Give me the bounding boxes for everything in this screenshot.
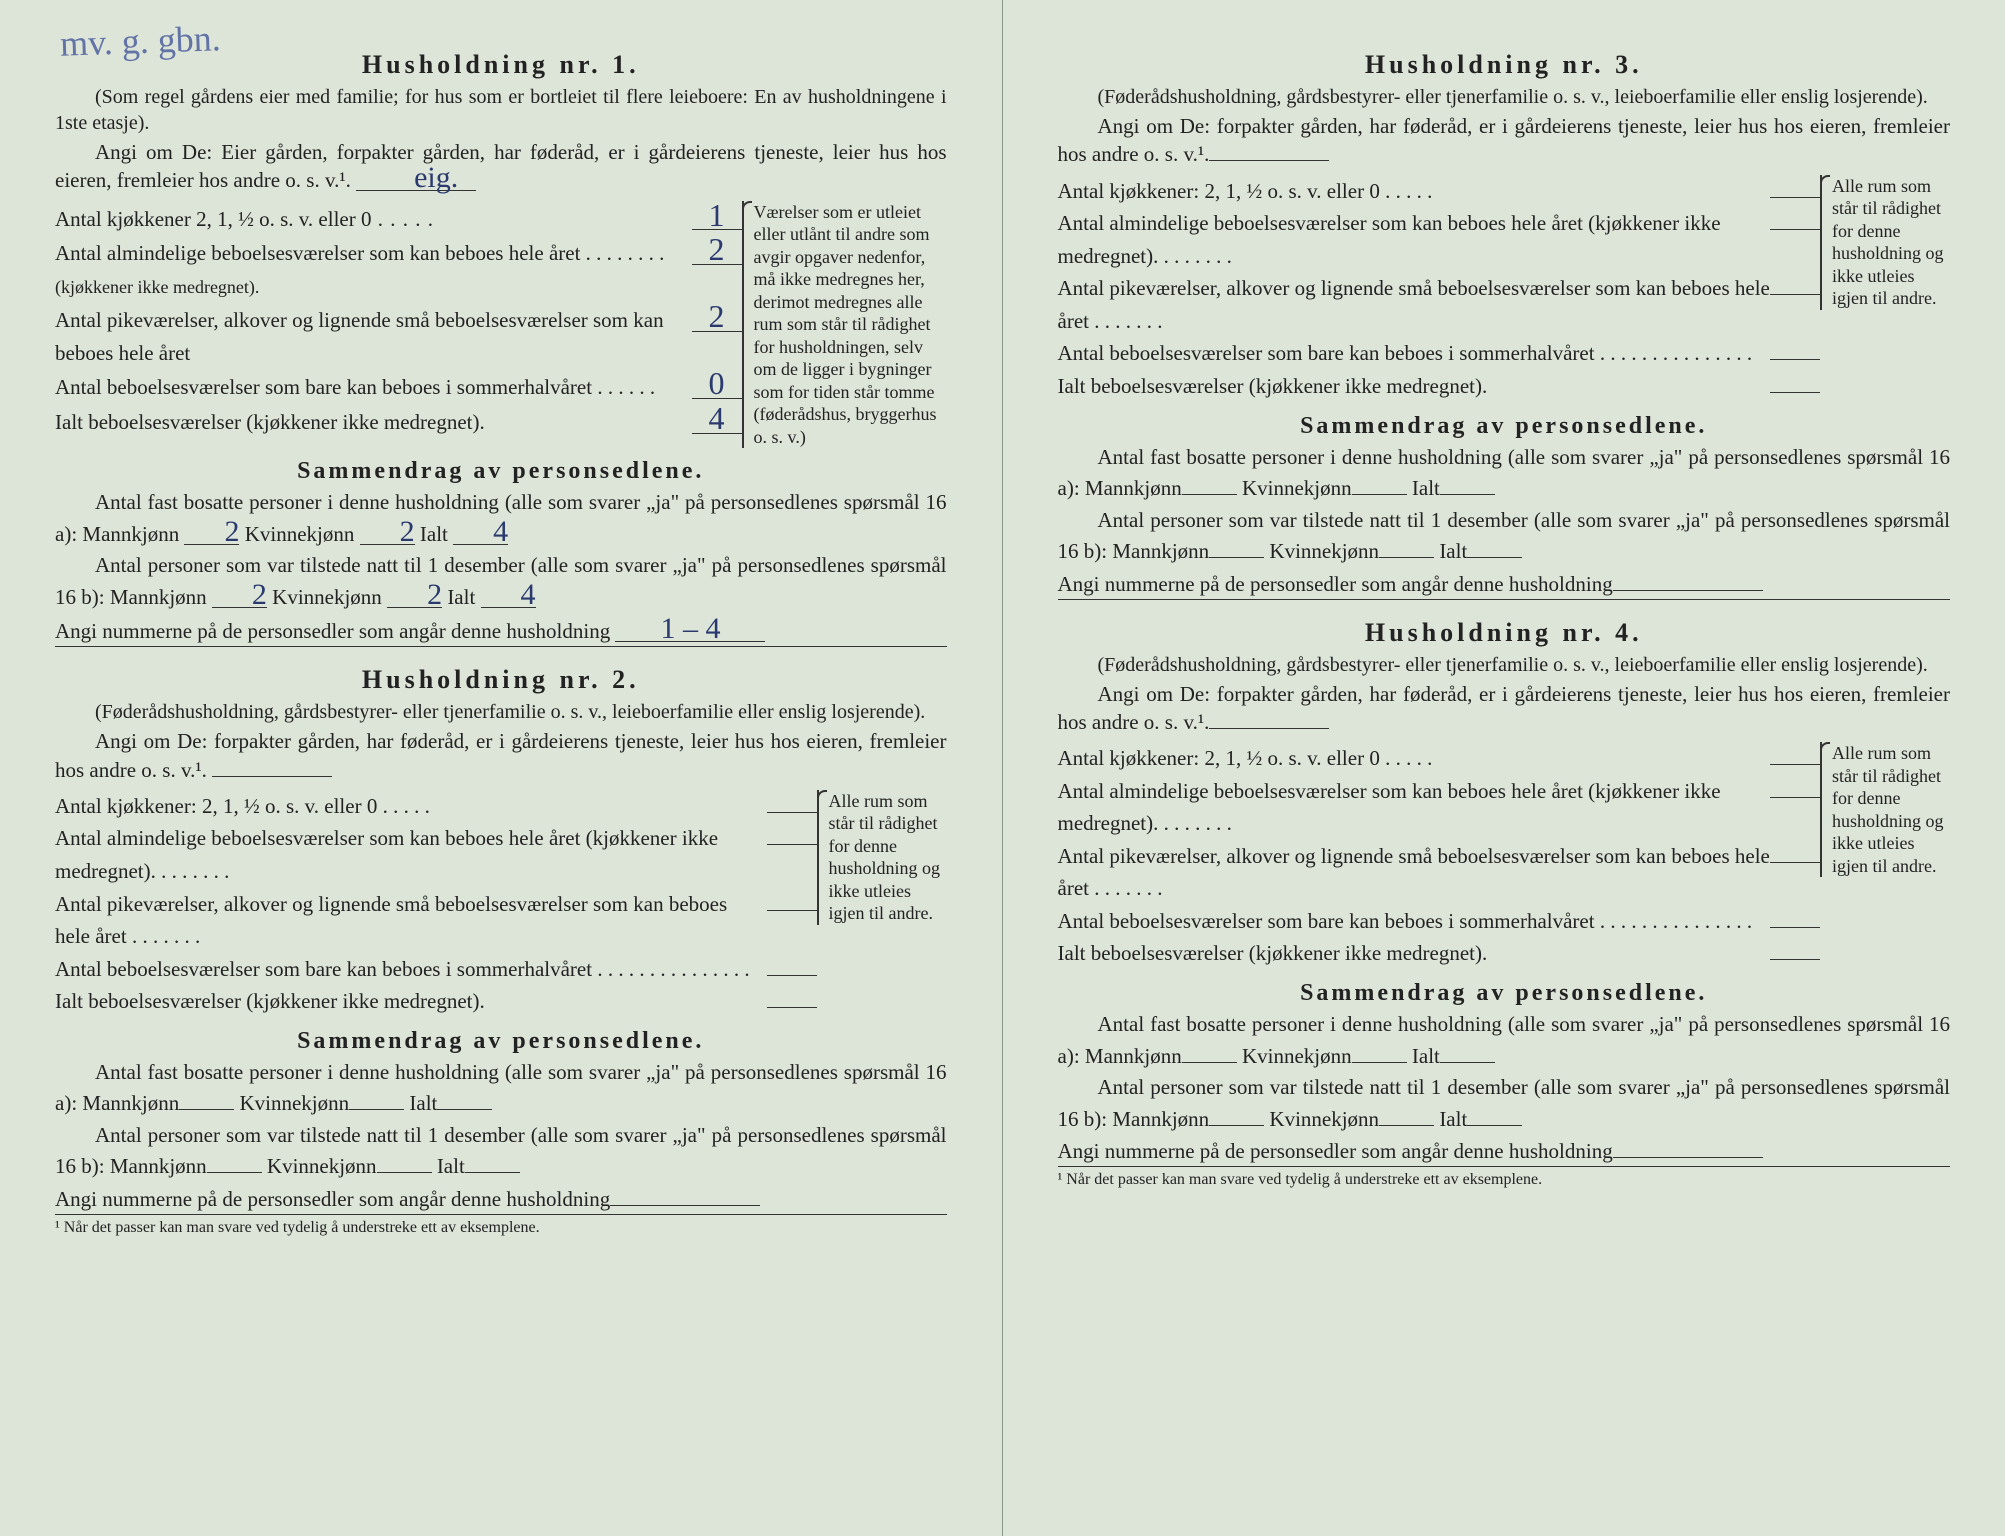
footnote-right: ¹ Når det passer kan man svare ved tydel…	[1058, 1171, 1951, 1189]
side-note-2: Alle rum som står til rådighet for denne…	[817, 790, 947, 925]
nums-line-3: Angi nummerne på de personsedler som ang…	[1058, 572, 1951, 600]
summary-3b: Antal personer som var tilstede natt til…	[1058, 505, 1951, 568]
q4-summer: Antal beboelsesværelser som bare kan beb…	[1058, 905, 1771, 938]
household-4-questions-row: Antal kjøkkener: 2, 1, ½ o. s. v. eller …	[1058, 742, 1951, 970]
summary-title-3: Sammendrag av personsedlene.	[1058, 413, 1951, 440]
sum-1b-k: 2	[387, 583, 442, 608]
household-2-subtitle: (Føderådshusholdning, gårdsbestyrer- ell…	[55, 699, 947, 725]
page-right: Husholdning nr. 3. (Føderådshusholdning,…	[1003, 0, 2005, 1536]
q-total-value: 4	[692, 404, 742, 434]
q-maids-value: 2	[692, 302, 742, 332]
household-2-questions-row: Antal kjøkkener: 2, 1, ½ o. s. v. eller …	[55, 790, 947, 1018]
q3-maids: Antal pikeværelser, alkover og lignende …	[1058, 272, 1771, 337]
q-kitchens: Antal kjøkkener 2, 1, ½ o. s. v. eller 0	[55, 203, 692, 236]
q2-total: Ialt beboelsesværelser (kjøkkener ikke m…	[55, 985, 767, 1018]
questions-block-4: Antal kjøkkener: 2, 1, ½ o. s. v. eller …	[1058, 742, 1821, 970]
household-2-prompt: Angi om De: forpakter gården, har føderå…	[55, 727, 947, 784]
brace-icon	[1814, 175, 1828, 310]
household-2-title: Husholdning nr. 2.	[55, 665, 947, 695]
q2-summer-v	[767, 975, 817, 976]
q2-kitchens: Antal kjøkkener: 2, 1, ½ o. s. v. eller …	[55, 790, 767, 823]
prompt-text: Angi om De: Eier gården, forpakter gårde…	[55, 140, 947, 192]
q4-total: Ialt beboelsesværelser (kjøkkener ikke m…	[1058, 937, 1771, 970]
q2-maids: Antal pikeværelser, alkover og lignende …	[55, 888, 767, 953]
q3-kitchens: Antal kjøkkener: 2, 1, ½ o. s. v. eller …	[1058, 175, 1771, 208]
household-3-subtitle: (Føderådshusholdning, gårdsbestyrer- ell…	[1058, 84, 1951, 110]
household-1-questions-row: Antal kjøkkener 2, 1, ½ o. s. v. eller 0…	[55, 201, 947, 449]
questions-block-3: Antal kjøkkener: 2, 1, ½ o. s. v. eller …	[1058, 175, 1821, 403]
q3-rooms: Antal almindelige beboelsesværelser som …	[1058, 207, 1771, 272]
q-rooms: Antal almindelige beboelsesværelser som …	[55, 237, 692, 302]
q2-total-v	[767, 1007, 817, 1008]
brace-icon	[736, 201, 750, 449]
household-4-prompt: Angi om De: forpakter gården, har føderå…	[1058, 680, 1951, 737]
q-total: Ialt beboelsesværelser (kjøkkener ikke m…	[55, 406, 692, 439]
summary-2a: Antal fast bosatte personer i denne hush…	[55, 1057, 947, 1120]
household-1-prompt: Angi om De: Eier gården, forpakter gårde…	[55, 138, 947, 195]
q2-kitchens-v	[767, 812, 817, 813]
q-kitchens-value: 1	[692, 201, 742, 231]
household-4-subtitle: (Føderådshusholdning, gårdsbestyrer- ell…	[1058, 652, 1951, 678]
q4-maids: Antal pikeværelser, alkover og lignende …	[1058, 840, 1771, 905]
summary-1a: Antal fast bosatte personer i denne hush…	[55, 487, 947, 550]
summary-2b: Antal personer som var tilstede natt til…	[55, 1120, 947, 1183]
household-3-title: Husholdning nr. 3.	[1058, 50, 1951, 80]
summary-3a: Antal fast bosatte personer i denne hush…	[1058, 442, 1951, 505]
sum-1a-k: 2	[360, 520, 415, 545]
q2-rooms-v	[767, 844, 817, 845]
q3-total: Ialt beboelsesværelser (kjøkkener ikke m…	[1058, 370, 1771, 403]
nums-line-2: Angi nummerne på de personsedler som ang…	[55, 1187, 947, 1215]
q-rooms-value: 2	[692, 235, 742, 265]
sum-1b-m: 2	[212, 583, 267, 608]
sum-1a-i: 4	[453, 520, 508, 545]
q-summer-value: 0	[692, 369, 742, 399]
summary-4a: Antal fast bosatte personer i denne hush…	[1058, 1009, 1951, 1072]
nums-line-4: Angi nummerne på de personsedler som ang…	[1058, 1139, 1951, 1167]
household-3-questions-row: Antal kjøkkener: 2, 1, ½ o. s. v. eller …	[1058, 175, 1951, 403]
q2-summer: Antal beboelsesværelser som bare kan beb…	[55, 953, 767, 986]
brace-icon	[1814, 742, 1828, 877]
q4-kitchens: Antal kjøkkener: 2, 1, ½ o. s. v. eller …	[1058, 742, 1771, 775]
questions-block: Antal kjøkkener 2, 1, ½ o. s. v. eller 0…	[55, 201, 742, 439]
summary-4b: Antal personer som var tilstede natt til…	[1058, 1072, 1951, 1135]
side-note-h1: Værelser som er utleiet eller utlånt til…	[742, 201, 947, 449]
q-maids: Antal pikeværelser, alkover og lignende …	[55, 304, 692, 369]
sum-1a-m: 2	[184, 520, 239, 545]
q2-rooms: Antal almindelige beboelsesværelser som …	[55, 822, 767, 887]
q-summer: Antal beboelsesværelser som bare kan beb…	[55, 371, 692, 404]
footnote-left: ¹ Når det passer kan man svare ved tydel…	[55, 1219, 947, 1237]
page-left: mv. g. gbn. Husholdning nr. 1. (Som rege…	[0, 0, 1003, 1536]
summary-title-1: Sammendrag av personsedlene.	[55, 458, 947, 485]
household-4-title: Husholdning nr. 4.	[1058, 618, 1951, 648]
brace-icon	[811, 790, 825, 925]
questions-block-2: Antal kjøkkener: 2, 1, ½ o. s. v. eller …	[55, 790, 817, 1018]
side-note-3: Alle rum som står til rådighet for denne…	[1820, 175, 1950, 310]
sum-1b-i: 4	[481, 583, 536, 608]
household-1-subtitle: (Som regel gårdens eier med familie; for…	[55, 84, 947, 136]
q4-rooms: Antal almindelige beboelsesværelser som …	[1058, 775, 1771, 840]
household-3-prompt: Angi om De: forpakter gården, har føderå…	[1058, 112, 1951, 169]
prompt-fill: eig.	[356, 166, 476, 191]
prompt-fill-2	[212, 776, 332, 777]
summary-title-4: Sammendrag av personsedlene.	[1058, 980, 1951, 1007]
nums-line-1: Angi nummerne på de personsedler som ang…	[55, 617, 947, 647]
summary-1b: Antal personer som var tilstede natt til…	[55, 550, 947, 613]
handwritten-annotation: mv. g. gbn.	[59, 17, 221, 65]
nums-value-1: 1 – 4	[615, 617, 765, 642]
q2-maids-v	[767, 910, 817, 911]
summary-title-2: Sammendrag av personsedlene.	[55, 1028, 947, 1055]
side-note-4: Alle rum som står til rådighet for denne…	[1820, 742, 1950, 877]
q3-summer: Antal beboelsesværelser som bare kan beb…	[1058, 337, 1771, 370]
